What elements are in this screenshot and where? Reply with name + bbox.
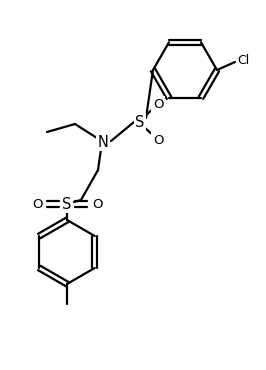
Text: S: S [135,114,145,130]
Text: O: O [32,198,42,211]
Text: O: O [153,98,163,111]
Text: S: S [62,196,72,212]
Text: N: N [98,135,109,149]
Text: Cl: Cl [237,54,249,67]
Text: O: O [92,198,102,211]
Text: O: O [153,134,163,147]
